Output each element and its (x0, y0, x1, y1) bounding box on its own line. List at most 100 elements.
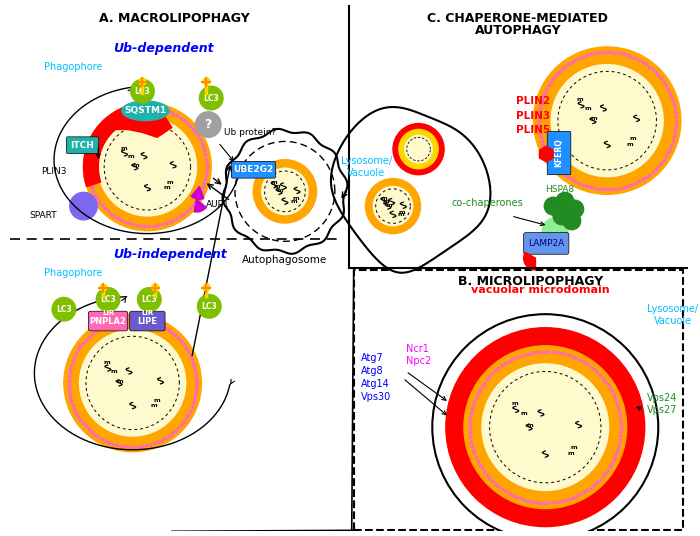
FancyBboxPatch shape (524, 233, 569, 254)
Polygon shape (139, 103, 145, 118)
Text: m: m (584, 106, 591, 111)
Polygon shape (104, 117, 116, 131)
FancyBboxPatch shape (232, 161, 276, 178)
Text: Phagophore: Phagophore (44, 268, 103, 278)
Polygon shape (83, 160, 99, 165)
Text: PLIN2: PLIN2 (516, 96, 550, 106)
Wedge shape (191, 187, 204, 199)
Text: m: m (292, 196, 299, 202)
Text: m: m (399, 210, 405, 215)
Text: LC3: LC3 (134, 87, 150, 95)
Polygon shape (84, 172, 99, 178)
Text: m: m (164, 185, 170, 190)
FancyBboxPatch shape (88, 311, 127, 331)
Polygon shape (114, 110, 125, 125)
Text: KFERQ: KFERQ (554, 139, 564, 167)
Text: Phagophore: Phagophore (44, 62, 103, 72)
Polygon shape (85, 178, 101, 187)
Text: m: m (520, 411, 526, 416)
Circle shape (199, 86, 223, 110)
Text: ?: ? (204, 118, 212, 131)
Text: SQSTM1: SQSTM1 (125, 106, 167, 115)
Text: PLIN3: PLIN3 (516, 111, 550, 121)
Circle shape (563, 212, 580, 230)
Polygon shape (100, 121, 113, 133)
Text: m: m (111, 369, 118, 374)
Circle shape (195, 112, 221, 137)
Text: m: m (132, 163, 139, 168)
Circle shape (98, 118, 197, 216)
Text: m: m (120, 146, 127, 151)
Polygon shape (107, 115, 119, 129)
Circle shape (83, 103, 211, 230)
Circle shape (197, 294, 221, 318)
FancyBboxPatch shape (547, 131, 570, 175)
Ellipse shape (122, 101, 169, 121)
Polygon shape (87, 143, 102, 151)
Text: Atg7: Atg7 (360, 353, 384, 363)
Polygon shape (90, 135, 105, 145)
Text: vacuolar microdomain: vacuolar microdomain (471, 285, 610, 295)
Text: LC3: LC3 (204, 93, 219, 102)
Circle shape (52, 297, 76, 321)
FancyBboxPatch shape (130, 311, 165, 331)
Circle shape (97, 288, 120, 311)
Text: AUP1: AUP1 (206, 199, 230, 209)
Text: Ub-dependent: Ub-dependent (113, 42, 214, 55)
Polygon shape (111, 112, 122, 126)
Text: A. MACROLIPOPHAGY: A. MACROLIPOPHAGY (99, 12, 249, 25)
Text: m: m (291, 198, 298, 204)
Text: UBE2G2: UBE2G2 (233, 165, 274, 174)
Wedge shape (195, 199, 206, 212)
Polygon shape (113, 108, 172, 137)
Text: LAMP2A: LAMP2A (528, 239, 564, 248)
Polygon shape (88, 138, 104, 148)
Polygon shape (94, 127, 109, 139)
Text: m: m (629, 137, 636, 142)
Text: Npc2: Npc2 (406, 356, 431, 366)
Text: m: m (527, 423, 533, 428)
Text: m: m (591, 116, 597, 122)
Text: m: m (511, 401, 518, 406)
Polygon shape (135, 103, 141, 118)
Text: m: m (150, 403, 158, 408)
Circle shape (482, 364, 608, 490)
Text: B. MICROLIPOPHAGY: B. MICROLIPOPHAGY (458, 275, 603, 288)
Text: PNPLA2: PNPLA2 (90, 317, 127, 325)
Text: m: m (567, 451, 574, 456)
Text: m: m (117, 379, 123, 384)
Text: Vps24: Vps24 (647, 393, 677, 403)
Text: LIR: LIR (102, 310, 114, 316)
Text: Atg8: Atg8 (360, 366, 383, 376)
Text: m: m (270, 180, 277, 185)
Polygon shape (84, 155, 99, 161)
Polygon shape (92, 131, 107, 142)
Circle shape (553, 207, 570, 225)
Text: LC3: LC3 (141, 295, 158, 304)
Text: LIR: LIR (141, 310, 153, 316)
Circle shape (393, 124, 444, 175)
Polygon shape (148, 103, 153, 118)
Text: Autophagosome: Autophagosome (242, 255, 328, 265)
Circle shape (446, 327, 645, 526)
Text: Ncr1: Ncr1 (406, 344, 428, 354)
Text: Vps27: Vps27 (647, 405, 677, 415)
Circle shape (64, 314, 202, 452)
Circle shape (365, 178, 421, 234)
Text: Vps30: Vps30 (360, 392, 391, 401)
Polygon shape (85, 147, 101, 155)
Circle shape (399, 130, 438, 169)
Polygon shape (152, 103, 158, 118)
Text: m: m (153, 398, 160, 403)
Text: m: m (626, 142, 633, 147)
Circle shape (545, 197, 562, 215)
Polygon shape (122, 107, 131, 122)
Text: Ub-independent: Ub-independent (113, 248, 227, 262)
Text: m: m (127, 154, 134, 159)
Text: SPART: SPART (29, 211, 57, 220)
Polygon shape (131, 104, 138, 120)
Text: PLIN3: PLIN3 (41, 167, 66, 176)
Circle shape (551, 65, 663, 177)
Text: m: m (398, 212, 404, 217)
Text: PLIN5: PLIN5 (516, 125, 550, 136)
